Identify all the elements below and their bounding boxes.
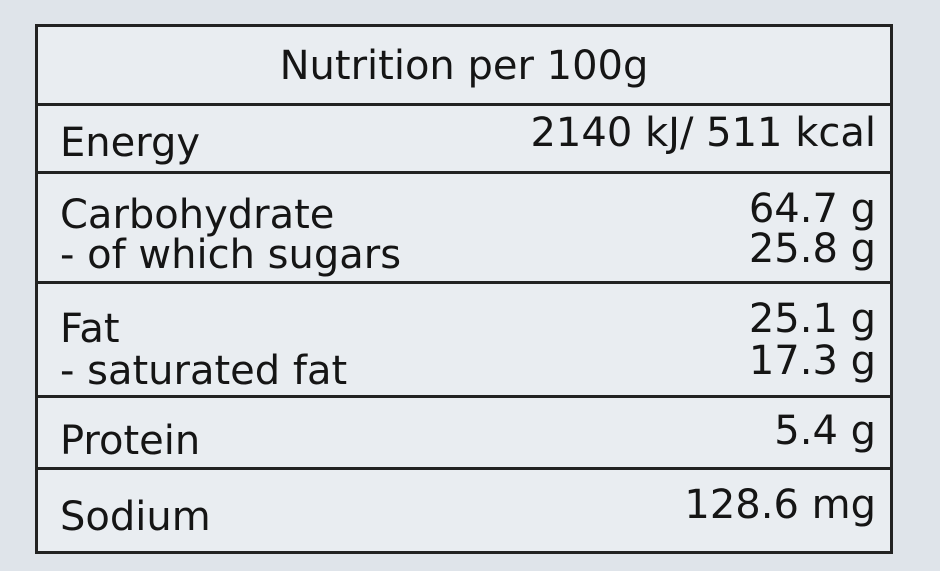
- row-label: Fat: [60, 306, 120, 352]
- row-energy: Energy 2140 kJ/ 511 kcal: [38, 103, 890, 171]
- row-sub-label: - saturated fat: [60, 348, 348, 394]
- row-value: 128.6 mg: [684, 482, 876, 528]
- row-value: 64.7 g: [748, 186, 876, 232]
- row-label: Protein: [60, 418, 201, 464]
- row-sub-label: - of which sugars: [60, 232, 402, 278]
- row-label: Carbohydrate: [60, 192, 335, 238]
- row-sub-value: 17.3 g: [748, 338, 876, 384]
- row-label: Sodium: [60, 494, 211, 540]
- row-fat: Fat 25.1 g - saturated fat 17.3 g: [38, 281, 890, 395]
- row-sub-value: 25.8 g: [748, 226, 876, 272]
- row-value: 2140 kJ/ 511 kcal: [530, 110, 876, 156]
- row-value: 5.4 g: [774, 408, 876, 454]
- row-value: 25.1 g: [748, 296, 876, 342]
- row-sodium: Sodium 128.6 mg: [38, 467, 890, 551]
- row-carbohydrate: Carbohydrate 64.7 g - of which sugars 25…: [38, 171, 890, 281]
- row-protein: Protein 5.4 g: [38, 395, 890, 467]
- table-header: Nutrition per 100g: [38, 27, 890, 105]
- row-label: Energy: [60, 120, 201, 166]
- table-title: Nutrition per 100g: [279, 43, 649, 89]
- nutrition-table: Nutrition per 100g Energy 2140 kJ/ 511 k…: [35, 24, 893, 554]
